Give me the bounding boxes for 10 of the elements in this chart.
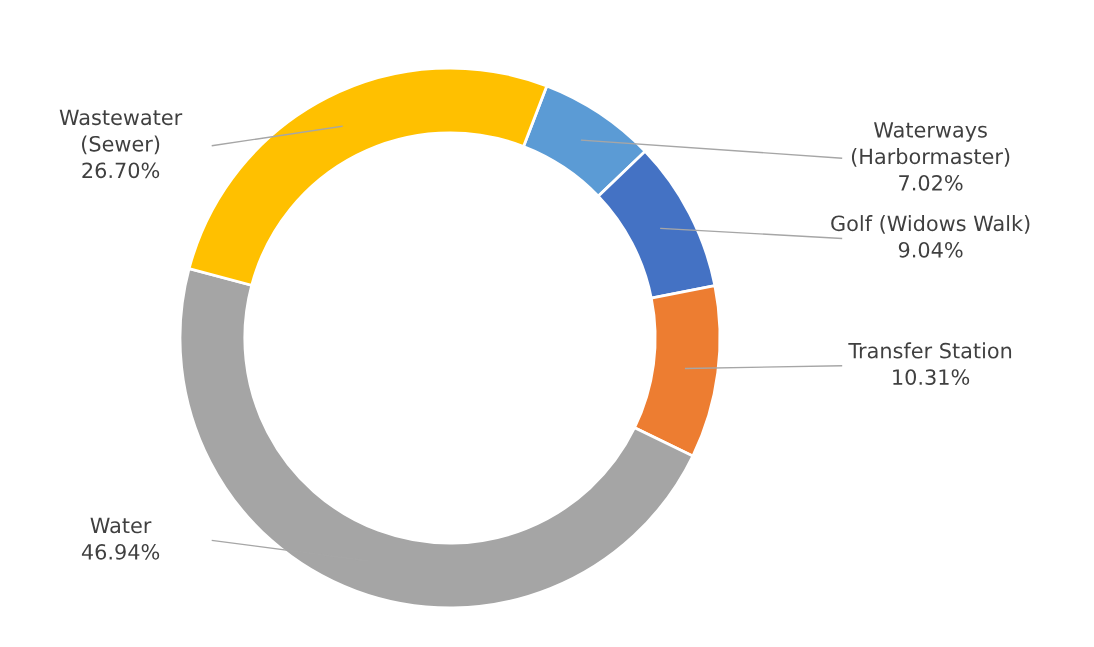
data-label: 10.31% xyxy=(893,369,970,385)
data-label: 7.02% xyxy=(899,174,963,191)
slice-label: Golf (Widows Walk) xyxy=(831,215,1030,234)
slice-label: Transfer Station xyxy=(848,342,1012,359)
data-label: 9.04% xyxy=(898,241,963,258)
slice-label: Water xyxy=(90,517,152,534)
slice-label: Wastewater (Sewer) xyxy=(59,109,183,155)
data-label: 46.94% xyxy=(81,543,160,560)
data-label: 26.70% xyxy=(82,162,160,179)
slice-label: Waterways (Harbormaster) xyxy=(851,122,1010,167)
